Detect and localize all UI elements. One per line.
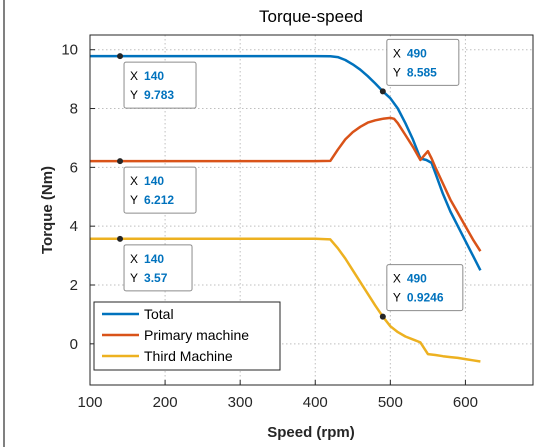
x-tick-label: 600 [453,394,478,411]
data-tip-marker [379,313,386,320]
series-line-total [90,54,482,271]
data-tip-x-value: 140 [144,252,164,266]
x-tick-label: 200 [153,394,178,411]
data-tip-y-key: Y [130,193,138,207]
data-tip[interactable]: X 490 Y 8.585 [379,38,460,95]
data-tip-y-key: Y [393,291,401,305]
data-tip-y-value: 3.57 [144,271,168,285]
data-tip-x-key: X [130,69,138,83]
data-tip-x-key: X [393,46,401,60]
y-axis-label: Torque (Nm) [39,166,56,254]
data-tip-x-value: 490 [407,46,427,60]
data-tip-y-value: 6.212 [144,193,174,207]
y-tick-label: 2 [70,277,78,294]
y-tick-label: 10 [61,42,78,59]
series-line-third-machine [90,237,481,363]
axis-ticks: 100 200 300 400 500 600 0 2 4 6 8 10 [61,42,478,411]
legend[interactable]: Total Primary machine Third Machine [93,301,281,371]
series-line-primary-machine [90,116,482,252]
plot-area-border [89,34,534,386]
data-tip[interactable]: X 140 Y 9.783 [117,53,197,109]
data-tip-x-value: 140 [144,174,164,188]
data-tip-y-key: Y [130,88,138,102]
x-tick-label: 300 [228,394,253,411]
data-tip-x-value: 490 [407,272,427,286]
legend-label-third-machine: Third Machine [144,348,233,364]
data-tip[interactable]: X 140 Y 6.212 [117,158,197,214]
y-tick-label: 4 [70,218,78,235]
data-tip-x-key: X [130,252,138,266]
data-tip-y-key: Y [130,271,138,285]
legend-label-total: Total [144,306,174,322]
data-tip-x-key: X [130,174,138,188]
data-tip-y-value: 0.9246 [407,291,444,305]
data-tip-marker [117,235,124,242]
data-tip[interactable]: X 140 Y 3.57 [117,235,193,292]
data-tip-y-key: Y [393,65,401,79]
x-axis-label: Speed (rpm) [267,424,355,441]
data-tip-marker [117,158,124,165]
chart-title: Torque-speed [259,7,363,26]
x-tick-label: 500 [378,394,403,411]
data-tip-box [123,61,197,109]
data-tip-box [386,264,464,312]
series-lines [90,54,482,363]
data-tip-marker [117,53,124,60]
data-tip-box [123,166,197,214]
x-tick-label: 100 [77,394,102,411]
y-tick-label: 8 [70,101,78,118]
y-tick-label: 6 [70,159,78,176]
x-tick-label: 400 [303,394,328,411]
data-tip[interactable]: X 490 Y 0.9246 [379,264,464,320]
data-tip-x-value: 140 [144,69,164,83]
legend-label-primary-machine: Primary machine [144,327,249,343]
data-tip-y-value: 8.585 [407,65,437,79]
data-tip-marker [379,88,386,95]
y-tick-label: 0 [70,336,78,353]
data-tip-box [386,38,460,86]
data-tip-box [123,244,193,292]
data-tip-x-key: X [393,272,401,286]
data-tip-y-value: 9.783 [144,88,174,102]
